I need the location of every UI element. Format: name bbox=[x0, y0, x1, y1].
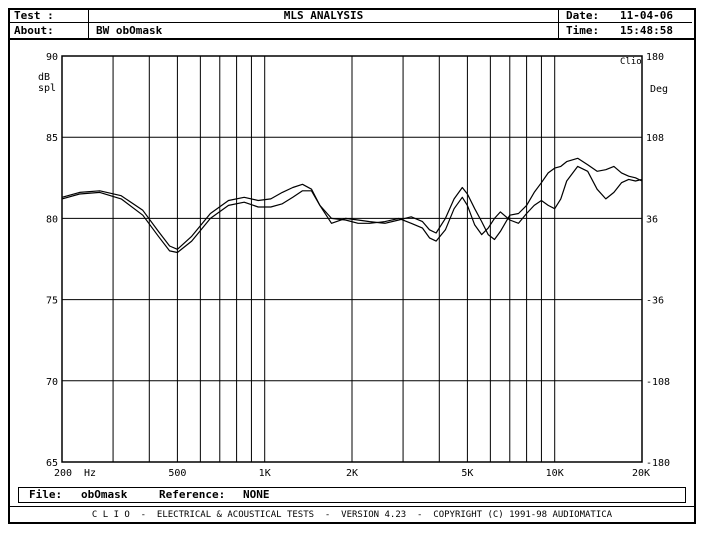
header-separator-right bbox=[558, 8, 559, 38]
x-tick-label: 500 bbox=[168, 468, 186, 479]
time-value: 15:48:58 bbox=[620, 24, 673, 37]
y2-tick-label: 36 bbox=[646, 214, 658, 225]
clio-corner-label: Clio bbox=[620, 57, 642, 67]
header-bar: Test : MLS ANALYSIS Date: 11-04-06 About… bbox=[8, 8, 696, 40]
x-tick-label: 20K bbox=[632, 468, 650, 479]
y-tick-label: 80 bbox=[46, 214, 58, 225]
y2-tick-label: -108 bbox=[646, 377, 670, 388]
test-label: Test : bbox=[14, 9, 54, 22]
reference-value: NONE bbox=[243, 488, 270, 501]
frequency-response-chart: 90 85 80 75 70 65 180 108 36 -36 -108 -180 200 500 1K 2… bbox=[38, 52, 670, 479]
time-label: Time: bbox=[566, 24, 600, 37]
y-tick-label: 75 bbox=[46, 296, 58, 307]
x-tick-label: 2K bbox=[346, 468, 358, 479]
x-tick-label: 10K bbox=[546, 468, 564, 479]
y-axis-label-unit: dB bbox=[38, 72, 50, 83]
window-frame bbox=[8, 8, 696, 524]
y2-tick-label: 180 bbox=[646, 52, 664, 63]
date-value: 11-04-06 bbox=[620, 9, 673, 22]
x-tick-label: 200 bbox=[54, 468, 72, 479]
file-value: obOmask bbox=[81, 488, 128, 501]
reference-label: Reference: bbox=[159, 488, 226, 501]
y-tick-label: 90 bbox=[46, 52, 58, 63]
x-tick-label: 1K bbox=[259, 468, 271, 479]
window-title: MLS ANALYSIS bbox=[283, 9, 364, 22]
x-axis-unit-label: Hz bbox=[84, 468, 96, 479]
file-info-bar: File: obOmask Reference: NONE bbox=[18, 487, 686, 503]
response-curve-1 bbox=[61, 157, 643, 250]
footer-copyright: C L I O - ELECTRICAL & ACOUSTICAL TESTS … bbox=[91, 510, 613, 520]
header-separator-left bbox=[88, 8, 89, 38]
y-tick-label: 70 bbox=[46, 377, 58, 388]
y2-tick-label: -180 bbox=[646, 458, 670, 469]
footer-divider bbox=[8, 506, 696, 507]
file-label: File: bbox=[29, 488, 63, 501]
about-value: BW obOmask bbox=[96, 24, 163, 37]
y2-tick-label: 108 bbox=[646, 133, 664, 144]
y-axis-label-spl: spl bbox=[38, 83, 56, 94]
date-label: Date: bbox=[566, 9, 600, 22]
about-label: About: bbox=[14, 24, 54, 37]
header-divider bbox=[8, 22, 692, 23]
y2-tick-label: -36 bbox=[646, 296, 664, 307]
x-tick-label: 5K bbox=[461, 468, 473, 479]
y-tick-label: 65 bbox=[46, 458, 58, 469]
y-tick-label: 85 bbox=[46, 133, 58, 144]
y2-axis-label: Deg bbox=[650, 84, 668, 95]
response-curve-2 bbox=[61, 165, 643, 254]
